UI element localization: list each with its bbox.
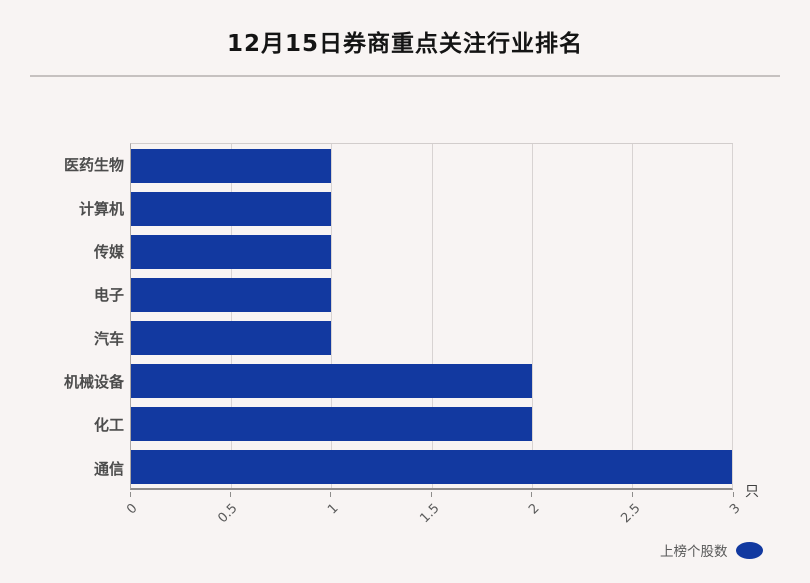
gridline-x-0.5 — [231, 144, 233, 488]
bar-8 — [131, 449, 732, 484]
x-tick-mark-0.5 — [229, 492, 231, 497]
y-axis-label-8: 通信 — [93, 459, 124, 478]
bar-3 — [131, 234, 332, 269]
bar-1 — [131, 148, 332, 183]
x-tick-mark-2.5 — [632, 492, 633, 497]
x-tick-label-1: 1 — [325, 501, 342, 518]
x-tick-mark-0 — [129, 492, 131, 497]
bar-4 — [131, 277, 332, 312]
legend-marker-dot — [735, 541, 763, 559]
bar-row-3 — [131, 230, 732, 273]
gridline-x-2 — [531, 144, 533, 488]
x-tick-label-2.5: 2.5 — [617, 501, 644, 527]
bar-row-4 — [131, 273, 732, 316]
gridline-x-3 — [732, 144, 733, 488]
gridline-x-1 — [331, 144, 333, 488]
bar-6 — [131, 363, 532, 398]
bar-2 — [131, 191, 332, 226]
bar-row-1 — [131, 144, 732, 187]
x-axis-unit-label: 只 — [745, 484, 759, 500]
legend-label: 上榜个股数 — [660, 544, 728, 560]
bar-row-7 — [131, 402, 732, 445]
x-tick-label-1.5: 1.5 — [416, 501, 443, 527]
x-tick-label-3: 3 — [727, 501, 744, 518]
bar-row-2 — [131, 187, 732, 230]
y-axis-label-3: 传媒 — [93, 242, 124, 261]
x-tick-mark-3 — [732, 492, 734, 497]
bar-rows — [131, 144, 732, 488]
x-tick-label-0: 0 — [124, 501, 141, 518]
bar-7 — [131, 406, 532, 441]
bar-5 — [131, 320, 332, 355]
y-axis-label-1: 医药生物 — [63, 156, 124, 175]
title-divider — [30, 75, 780, 77]
chart-title: 12月15日券商重点关注行业排名 — [226, 31, 583, 57]
x-tick-label-0.5: 0.5 — [215, 501, 242, 527]
y-axis-label-2: 计算机 — [78, 199, 124, 218]
gridline-x-1.5 — [431, 144, 433, 488]
y-axis-label-6: 机械设备 — [63, 373, 124, 392]
y-axis-label-5: 汽车 — [93, 329, 124, 348]
y-axis-label-7: 化工 — [93, 416, 124, 435]
x-axis: 0 0.5 1 1.5 2 2.5 3 — [124, 492, 744, 542]
bar-row-5 — [131, 316, 732, 359]
y-axis-label-4: 电子 — [93, 286, 124, 305]
y-axis-labels: 医药生物计算机传媒电子汽车机械设备化工通信 — [0, 143, 124, 490]
x-tick-label-2: 2 — [526, 501, 543, 518]
bar-row-8 — [131, 445, 732, 488]
x-tick-mark-1.5 — [431, 492, 432, 497]
gridline-x-2.5 — [631, 144, 633, 488]
legend: 上榜个股数 — [660, 540, 763, 560]
plot-area — [130, 143, 733, 490]
x-tick-mark-2 — [531, 492, 533, 497]
x-tick-mark-1 — [330, 492, 332, 497]
bar-row-6 — [131, 359, 732, 402]
